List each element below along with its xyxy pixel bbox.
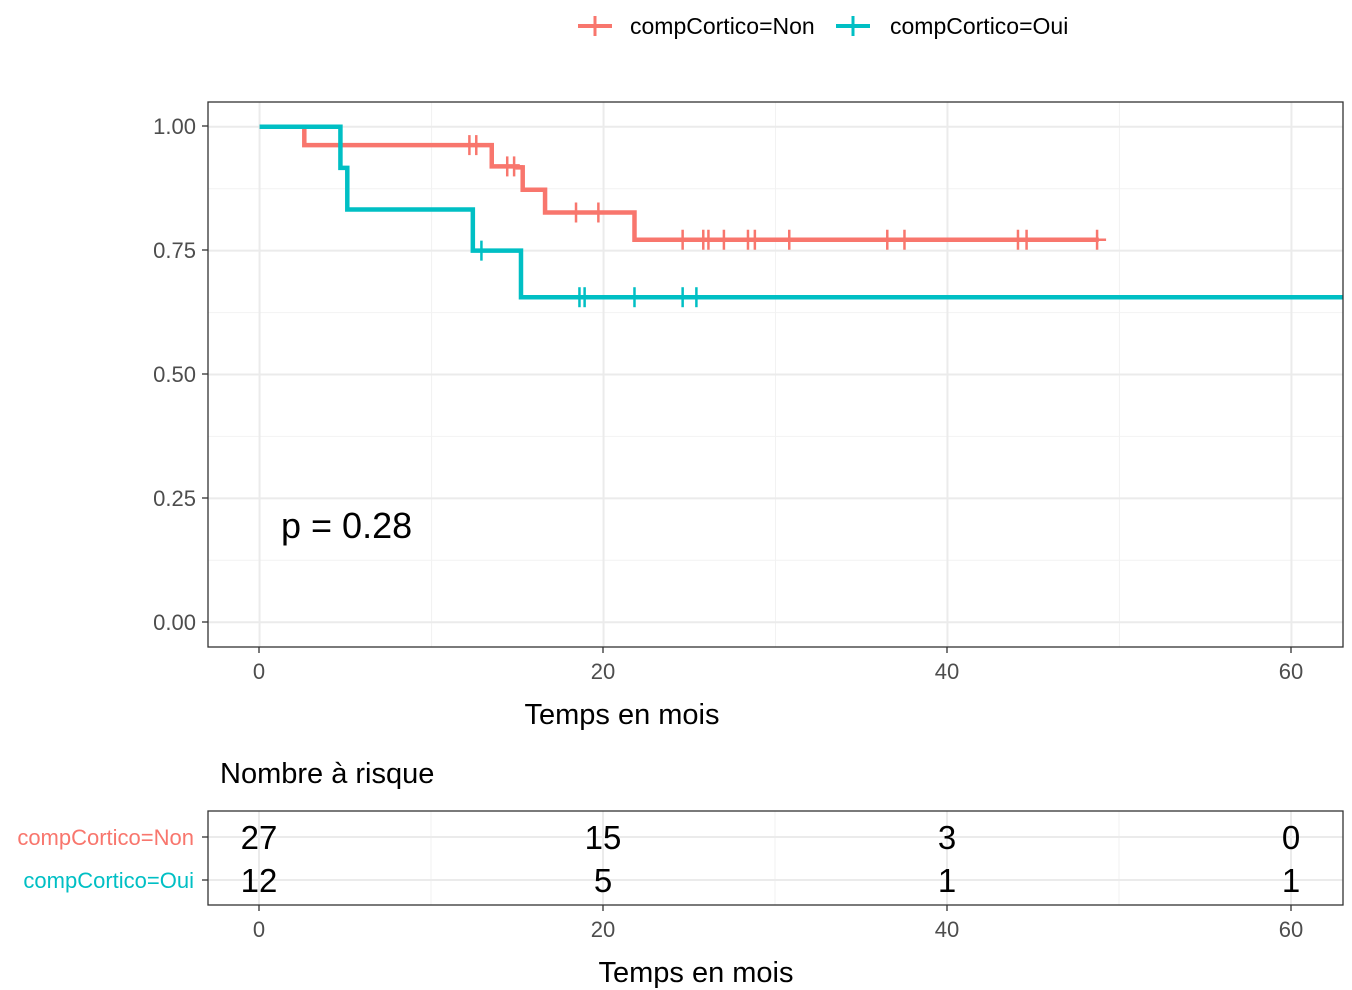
- y-tick-label-100: 1.00: [153, 114, 196, 139]
- risk-x-axis-title: Temps en mois: [598, 957, 793, 989]
- x-tick-label-20: 20: [591, 659, 615, 684]
- risk-table-title: Nombre à risque: [220, 758, 434, 790]
- risk-value-oui-20: 5: [594, 862, 612, 899]
- risk-value-oui-0: 12: [241, 862, 278, 899]
- y-tick-label-075: 0.75: [153, 238, 196, 263]
- risk-table-border: [207, 810, 1344, 906]
- risk-table-grid: [208, 811, 1343, 905]
- risk-x-tick-label-40: 40: [935, 917, 959, 942]
- risk-value-oui-40: 1: [938, 862, 956, 899]
- legend-label-non: compCortico=Non: [630, 13, 815, 39]
- x-tick-label-0: 0: [253, 659, 265, 684]
- legend-item-non[interactable]: compCortico=Non: [578, 13, 815, 39]
- y-axis: 1.00 0.75 0.50 0.25 0.00: [153, 114, 208, 635]
- p-value-annotation: p = 0.28: [281, 505, 412, 546]
- plot-panel: p = 0.28: [207, 101, 1344, 648]
- legend-label-oui: compCortico=Oui: [890, 13, 1068, 39]
- survival-curves: [259, 124, 1343, 300]
- risk-x-tick-label-0: 0: [253, 917, 265, 942]
- x-tick-label-40: 40: [935, 659, 959, 684]
- risk-row-label-oui: compCortico=Oui: [23, 868, 194, 893]
- censor-marks: [460, 135, 1107, 308]
- y-tick-label-050: 0.50: [153, 362, 196, 387]
- risk-value-non-0: 27: [241, 819, 278, 856]
- risk-x-tick-label-60: 60: [1279, 917, 1303, 942]
- legend-item-oui[interactable]: compCortico=Oui: [836, 13, 1068, 39]
- risk-value-oui-60: 1: [1282, 862, 1300, 899]
- grid-major: [208, 102, 1343, 647]
- x-axis-title: Temps en mois: [524, 699, 719, 731]
- risk-x-tick-label-20: 20: [591, 917, 615, 942]
- survival-curve-oui: [259, 124, 1343, 300]
- y-tick-label-025: 0.25: [153, 486, 196, 511]
- risk-value-non-40: 3: [938, 819, 956, 856]
- risk-row-label-non: compCortico=Non: [17, 825, 194, 850]
- risk-value-non-60: 0: [1282, 819, 1300, 856]
- x-axis: 0 20 40 60 Temps en mois: [253, 647, 1303, 731]
- legend: compCortico=Non compCortico=Oui: [578, 13, 1068, 39]
- risk-value-non-20: 15: [585, 819, 622, 856]
- survival-curve-non: [259, 124, 1099, 242]
- x-tick-label-60: 60: [1279, 659, 1303, 684]
- y-tick-label-000: 0.00: [153, 610, 196, 635]
- risk-table: Nombre à risque compCortico=Non compCort…: [17, 758, 1344, 989]
